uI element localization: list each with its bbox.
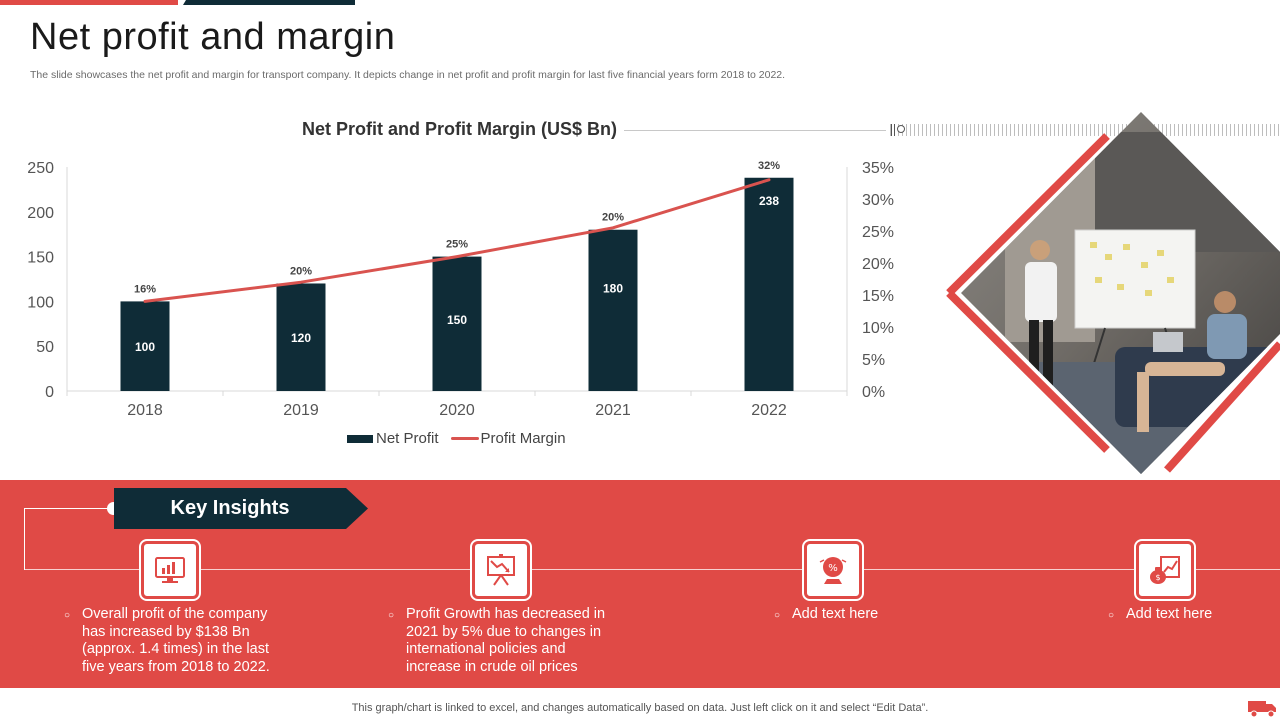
page-subtitle: The slide showcases the net profit and m… <box>30 69 786 81</box>
insights-timeline <box>24 569 1280 570</box>
x-tick-label: 2019 <box>283 402 319 419</box>
net-profit-bar <box>588 229 638 391</box>
insight-item-4: ○ Add text here <box>1108 606 1280 624</box>
bar-top-label: 16% <box>134 283 156 295</box>
decorative-stripes <box>890 124 1280 136</box>
bar-value-label: 238 <box>759 194 779 208</box>
insights-connector-vertical <box>24 508 25 570</box>
net-profit-bar <box>744 177 794 391</box>
decorative-ring <box>897 125 905 133</box>
bullet-circle-icon: ○ <box>774 610 781 621</box>
key-insights-heading: Key Insights <box>114 488 368 529</box>
chart-legend: Net Profit Profit Margin <box>347 430 566 447</box>
top-accent-bar-red <box>0 0 178 5</box>
bullet-circle-icon: ○ <box>1108 610 1115 621</box>
money-bag-growth-icon: $ <box>1136 541 1194 599</box>
bar-value-label: 120 <box>291 331 311 345</box>
net-profit-bar <box>120 301 170 391</box>
legend-profit-margin-label: Profit Margin <box>480 430 566 447</box>
bar-top-label: 20% <box>602 212 624 224</box>
y-left-tick-label: 200 <box>27 205 54 222</box>
y-right-tick-label: 10% <box>862 320 894 337</box>
net-profit-bar <box>432 256 482 391</box>
bar-value-label: 100 <box>135 340 155 354</box>
y-right-tick-label: 35% <box>862 160 894 177</box>
presentation-chart-icon <box>141 541 199 599</box>
x-tick-label: 2022 <box>751 402 787 419</box>
y-right-tick-label: 0% <box>862 384 885 401</box>
net-profit-margin-chart: 0 50 100 150 200 250 0% 5% 10% 15% 20% 25% 30% 35% 201… <box>27 160 894 419</box>
y-left-tick-label: 0 <box>45 384 54 401</box>
insight-item-1: ○ Overall profit of the company has incr… <box>64 606 282 676</box>
bar-value-label: 150 <box>447 313 467 327</box>
x-tick-label: 2018 <box>127 402 163 419</box>
insight-item-2-text: Profit Growth has decreased in 2021 by 5… <box>406 606 606 675</box>
x-tick-label: 2021 <box>595 402 631 419</box>
y-right-tick-label: 5% <box>862 352 885 369</box>
truck-icon <box>1248 701 1276 718</box>
legend-bar-swatch <box>347 434 373 443</box>
insight-item-2: ○ Profit Growth has decreased in 2021 by… <box>388 606 606 676</box>
legend-net-profit-label: Net Profit <box>376 430 439 447</box>
y-left-tick-label: 150 <box>27 250 54 267</box>
insight-item-3: ○ Add text here <box>774 606 992 624</box>
y-left-tick-label: 250 <box>27 160 54 177</box>
insight-item-3-text: Add text here <box>792 606 879 622</box>
x-tick-label: 2020 <box>439 402 475 419</box>
svg-text:%: % <box>828 563 838 574</box>
decorative-tick <box>891 124 895 136</box>
globe-percent-icon: % <box>804 541 862 599</box>
svg-text:$: $ <box>1155 573 1160 582</box>
page-title: Net profit and margin <box>30 16 396 58</box>
y-right-tick-label: 25% <box>862 224 894 241</box>
y-left-tick-label: 100 <box>27 294 54 311</box>
insights-connector-horizontal <box>24 508 114 509</box>
top-accent-bar-dark <box>183 0 355 5</box>
y-right-tick-label: 30% <box>862 192 894 209</box>
bar-value-label: 180 <box>603 281 623 295</box>
chart-title: Net Profit and Profit Margin (US$ Bn) <box>302 119 617 139</box>
bar-top-label: 20% <box>290 265 312 277</box>
footer-note: This graph/chart is linked to excel, and… <box>351 702 929 714</box>
y-left-tick-label: 50 <box>36 339 54 356</box>
office-meeting-photo <box>945 112 1280 480</box>
net-profit-bar <box>276 283 326 391</box>
bar-top-label: 25% <box>446 239 468 251</box>
legend-line-swatch <box>450 437 479 440</box>
insight-item-4-text: Add text here <box>1126 606 1213 622</box>
bullet-circle-icon: ○ <box>64 610 71 621</box>
y-right-tick-label: 15% <box>862 288 894 305</box>
declining-chart-board-icon <box>472 541 530 599</box>
bullet-circle-icon: ○ <box>388 610 395 621</box>
key-insights-heading-text: Key Insights <box>170 497 290 519</box>
chart-title-rule <box>624 130 886 131</box>
y-right-tick-label: 20% <box>862 256 894 273</box>
insight-item-1-text: Overall profit of the company has increa… <box>82 606 270 675</box>
bar-top-label: 32% <box>758 160 780 172</box>
